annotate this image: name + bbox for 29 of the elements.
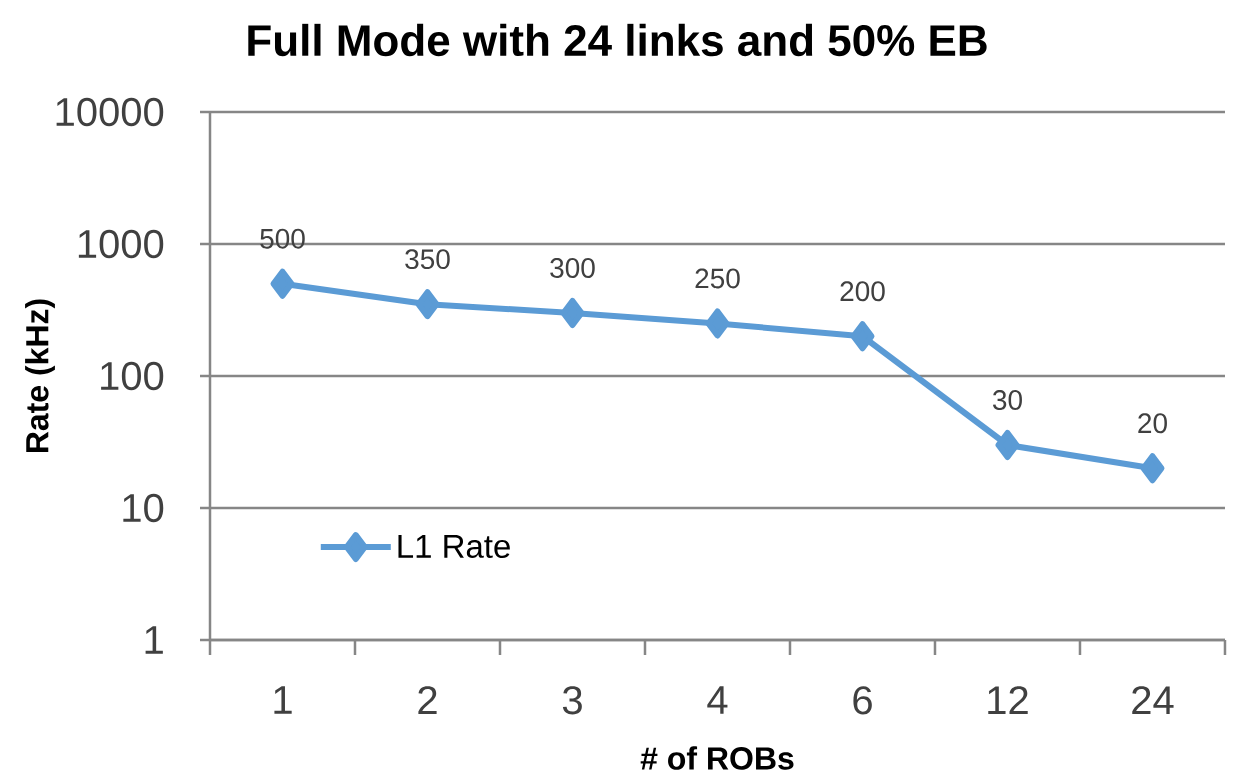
point (705, 308, 730, 339)
y-tick-label: 10 (123, 493, 164, 523)
data-label: 300 (550, 258, 595, 278)
y-tick-label: 1 (145, 626, 163, 654)
x-tick-label: 3 (562, 686, 582, 715)
y-tick-label: 1000 (78, 229, 164, 259)
data-label: 250 (695, 268, 740, 289)
x-tick-label: 6 (853, 686, 872, 715)
y-axis-title: Rate (kHz) (25, 299, 55, 453)
point (270, 268, 295, 299)
data-label: 20 (1138, 413, 1167, 434)
x-tick-label: 4 (707, 686, 728, 714)
point (995, 430, 1020, 461)
point (415, 289, 440, 320)
point (850, 321, 875, 352)
chart-title: Full Mode with 24 links and 50% EB (248, 23, 987, 57)
x-tick-label: 12 (988, 686, 1028, 715)
data-label: 350 (405, 249, 450, 270)
point (1140, 453, 1165, 484)
y-tick-label: 10000 (56, 97, 164, 127)
point (560, 298, 585, 329)
legend-label: L1 Rate (398, 534, 510, 559)
x-tick-label: 1 (274, 686, 292, 714)
data-label: 200 (840, 281, 885, 302)
x-tick-label: 2 (418, 686, 437, 715)
data-label: 30 (992, 390, 1022, 410)
x-tick-label: 24 (1132, 686, 1174, 715)
x-axis-title: # of ROBs (640, 746, 794, 770)
y-tick-label: 100 (101, 361, 164, 391)
